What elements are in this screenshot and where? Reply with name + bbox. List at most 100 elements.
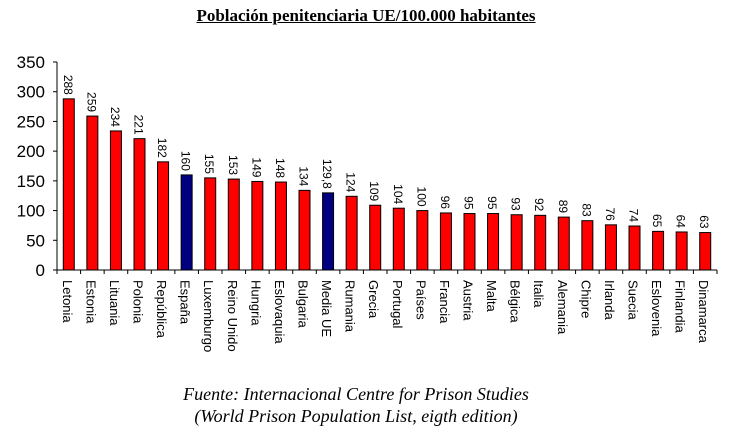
value-label: 109 <box>367 181 381 201</box>
category-label: Eslovenia <box>649 280 664 337</box>
bar <box>180 174 193 271</box>
value-label: 95 <box>485 196 499 210</box>
category-label: Lituania <box>107 280 122 326</box>
category-label: Alemania <box>555 280 570 335</box>
value-label: 64 <box>674 215 688 229</box>
bar <box>322 192 335 271</box>
category-label: Chipre <box>578 280 593 318</box>
value-label: 95 <box>462 196 476 210</box>
bar <box>274 181 287 271</box>
category-label: República <box>154 280 169 339</box>
value-label: 74 <box>627 209 641 223</box>
bar <box>227 178 240 271</box>
bar <box>345 195 358 271</box>
category-label: Grecia <box>366 280 381 319</box>
bar <box>463 213 476 271</box>
source-note: Fuente: Internacional Centre for Prison … <box>0 383 712 427</box>
y-tick-label: 300 <box>17 83 45 102</box>
category-label: Eslovaquia <box>272 280 287 344</box>
value-label: 124 <box>344 172 358 192</box>
bar <box>86 115 99 271</box>
bar <box>157 161 170 271</box>
value-label: 104 <box>391 184 405 204</box>
value-label: 148 <box>273 158 287 178</box>
y-tick-label: 100 <box>17 202 45 221</box>
category-label: Francia <box>437 280 452 324</box>
y-tick-label: 150 <box>17 172 45 191</box>
category-label: Malta <box>484 280 499 313</box>
value-label: 63 <box>697 215 711 229</box>
chart-title: Población penitenciaria UE/100.000 habit… <box>196 6 536 25</box>
bar <box>581 220 594 271</box>
category-label: Reino Unido <box>225 280 240 352</box>
bars <box>62 98 712 271</box>
category-label: Países <box>413 280 428 320</box>
axes: 0 50 100 150 200 250 300 350 <box>17 53 718 280</box>
value-label: 155 <box>202 154 216 174</box>
category-label: Portugal <box>390 280 405 329</box>
value-label: 100 <box>414 187 428 207</box>
bar <box>557 216 570 271</box>
bar <box>109 130 122 271</box>
value-label: 153 <box>226 155 240 175</box>
bar <box>604 224 617 271</box>
bar <box>487 213 500 271</box>
value-label: 221 <box>132 115 146 135</box>
value-label: 160 <box>179 151 193 171</box>
value-label: 96 <box>438 196 452 210</box>
category-label: Austria <box>461 280 476 321</box>
category-label: Media UE <box>319 280 334 337</box>
value-label: 76 <box>603 207 617 221</box>
category-label: Estonia <box>83 280 98 324</box>
category-label: Bulgaria <box>296 280 311 328</box>
value-label: 129,8 <box>320 159 334 189</box>
category-label: Luxemburgo <box>201 280 216 352</box>
bar <box>699 232 712 271</box>
category-label: Hungria <box>248 280 263 326</box>
value-label: 182 <box>155 138 169 158</box>
y-tick-label: 0 <box>36 261 45 280</box>
bar <box>416 210 429 271</box>
source-line-2: (World Prison Population List, eigth edi… <box>194 406 518 426</box>
bar <box>652 230 665 271</box>
bar <box>298 189 311 271</box>
bar <box>204 177 217 271</box>
value-label: 149 <box>249 157 263 177</box>
value-label: 259 <box>84 92 98 112</box>
value-label: 89 <box>556 200 570 214</box>
value-label: 65 <box>650 214 664 228</box>
bar <box>133 138 146 271</box>
category-label: Dinamarca <box>696 280 711 344</box>
category-label: Irlanda <box>602 280 617 321</box>
bar <box>251 180 264 271</box>
bar <box>392 207 405 271</box>
labels: 288 Letonia 259 Estonia 234 Lituania 221 Poloni… <box>60 75 711 352</box>
category-label: Finlandia <box>673 280 688 334</box>
bar <box>62 98 75 271</box>
bar <box>510 214 523 271</box>
source-line-1: Fuente: Internacional Centre for Prison … <box>183 384 529 404</box>
bar <box>369 204 382 271</box>
bar <box>534 214 547 271</box>
y-tick-label: 50 <box>26 231 45 250</box>
value-label: 234 <box>108 107 122 127</box>
bar <box>675 231 688 271</box>
category-label: Rumania <box>343 280 358 333</box>
bar-chart: 0 50 100 150 200 250 300 350 288 Letonia 259 Eston… <box>17 53 718 352</box>
value-label: 134 <box>297 166 311 186</box>
category-label: Bélgica <box>508 280 523 323</box>
y-tick-label: 250 <box>17 112 45 131</box>
category-label: Polonia <box>131 280 146 324</box>
y-tick-label: 350 <box>17 53 45 72</box>
value-label: 83 <box>579 203 593 217</box>
value-label: 288 <box>61 75 75 95</box>
value-label: 92 <box>532 198 546 212</box>
y-tick-label: 200 <box>17 142 45 161</box>
bar <box>439 212 452 271</box>
category-label: Italia <box>531 280 546 308</box>
category-label: Letonia <box>60 280 75 323</box>
bar <box>628 225 641 271</box>
category-label: España <box>178 280 193 325</box>
category-label: Suecia <box>626 280 641 321</box>
value-label: 93 <box>509 197 523 211</box>
